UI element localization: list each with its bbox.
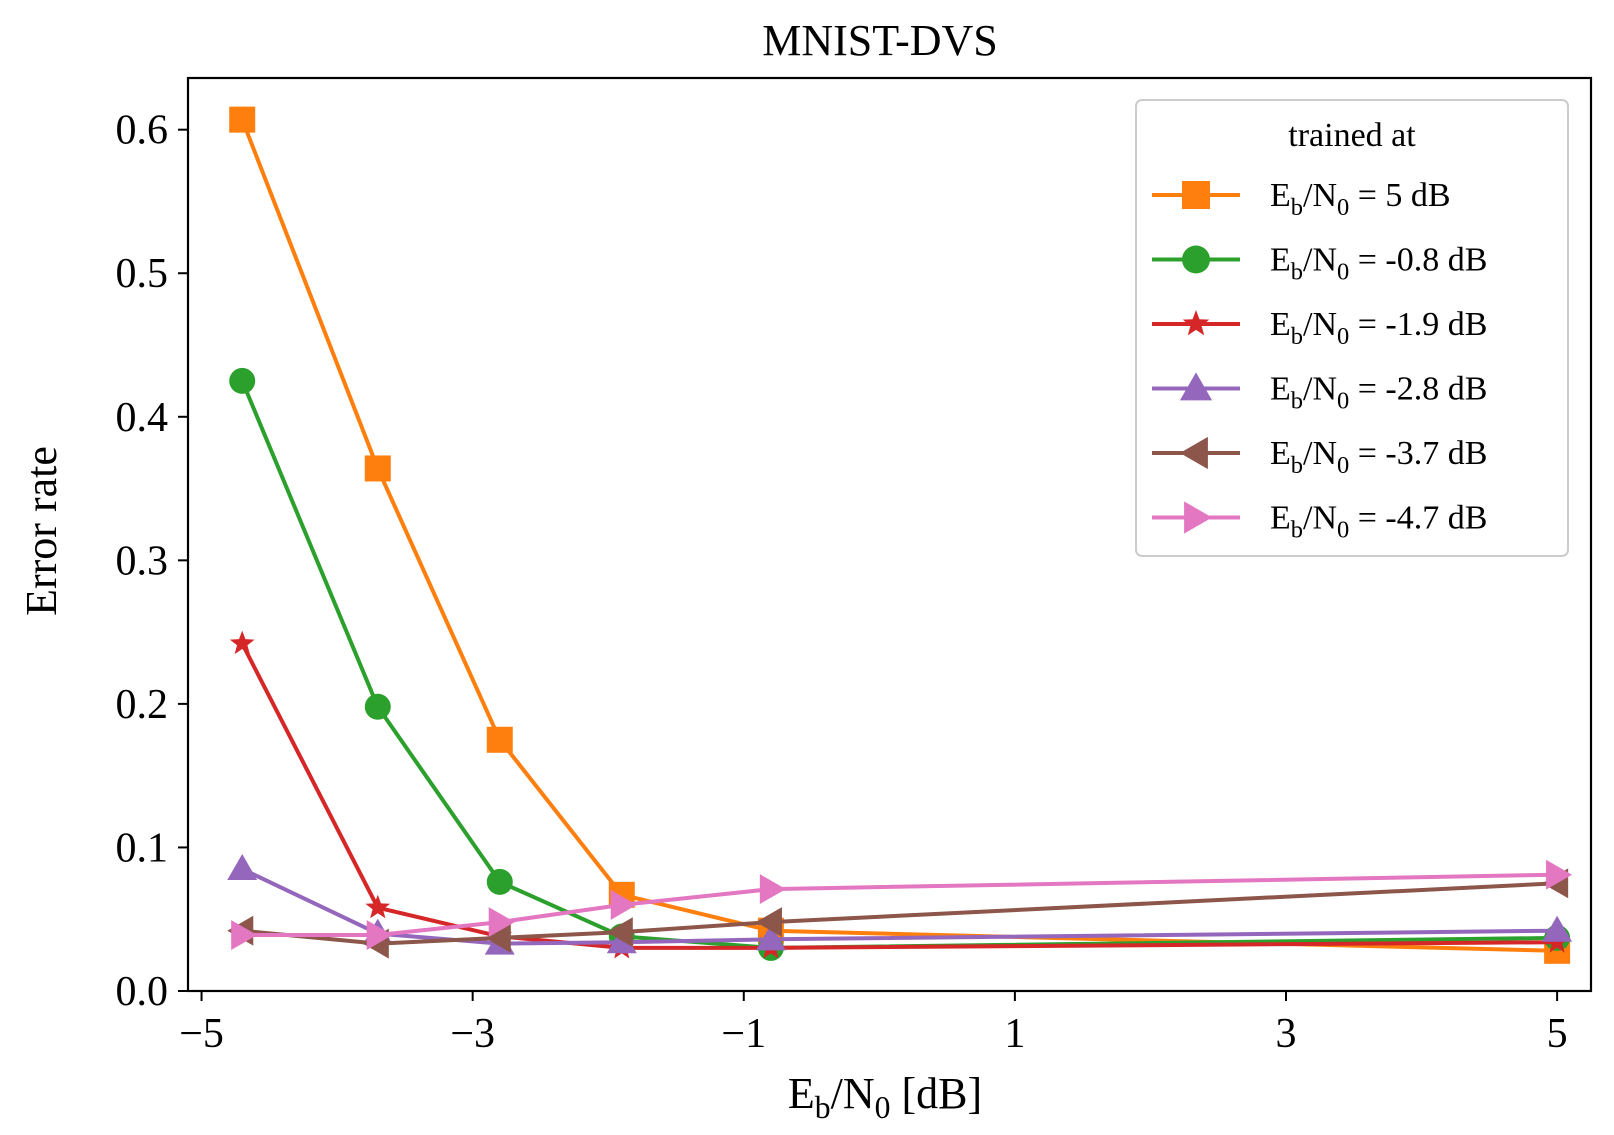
x-tick-label: −3 bbox=[450, 1011, 495, 1057]
legend-label: Eb/N0 = -4.7 dB bbox=[1270, 500, 1487, 544]
y-axis-label: Error rate bbox=[17, 446, 66, 616]
data-point bbox=[486, 726, 513, 753]
series-line bbox=[240, 118, 1558, 953]
data-point bbox=[229, 630, 255, 655]
legend-entry: Eb/N0 = -3.7 dB bbox=[1152, 435, 1487, 479]
legend-marker bbox=[1184, 501, 1213, 534]
data-point bbox=[755, 907, 782, 938]
legend-label: Eb/N0 = -3.7 dB bbox=[1270, 435, 1487, 479]
data-point bbox=[1542, 915, 1573, 942]
legend-entry: Eb/N0 = -0.8 dB bbox=[1152, 242, 1487, 286]
legend-box bbox=[1135, 99, 1569, 557]
x-tick-label: −5 bbox=[179, 1011, 224, 1057]
chart-title: MNIST-DVS bbox=[762, 16, 998, 65]
y-tick-label: 0.2 bbox=[116, 682, 169, 728]
legend-label: Eb/N0 = 5 dB bbox=[1270, 177, 1451, 221]
svg-text:Error rate: Error rate bbox=[17, 446, 66, 616]
legend-entry: Eb/N0 = -1.9 dB bbox=[1152, 306, 1487, 350]
y-tick-label: 0.0 bbox=[116, 969, 169, 1015]
legend-label: Eb/N0 = -1.9 dB bbox=[1270, 306, 1487, 350]
y-tick-label: 0.1 bbox=[116, 825, 169, 871]
x-tick-label: −1 bbox=[721, 1011, 766, 1057]
legend-title: trained at bbox=[1288, 117, 1416, 154]
y-tick-label: 0.5 bbox=[116, 251, 169, 297]
series-line bbox=[242, 872, 1558, 937]
data-point bbox=[486, 868, 513, 895]
x-tick-label: 1 bbox=[1004, 1011, 1025, 1057]
data-point bbox=[610, 889, 637, 920]
y-tick-label: 0.4 bbox=[116, 395, 169, 441]
axis-ticks: −5 −3 −1 1 3 5 0.0 0.1 0.2 0.3 0.4 0.5 0.6 bbox=[116, 108, 1568, 1057]
legend-label: Eb/N0 = -2.8 dB bbox=[1270, 371, 1487, 415]
legend-marker bbox=[1182, 181, 1210, 209]
legend-entry: Eb/N0 = -4.7 dB bbox=[1152, 500, 1487, 544]
series bbox=[231, 859, 1573, 950]
data-point bbox=[759, 874, 786, 905]
x-tick-label: 5 bbox=[1547, 1011, 1568, 1057]
series-layer bbox=[227, 106, 1573, 964]
x-axis-label: Eb/N0 [dB] bbox=[788, 1069, 982, 1125]
data-point bbox=[606, 917, 633, 948]
legend-marker bbox=[1179, 436, 1208, 470]
legend: trained at Eb/N0 = 5 dB Eb/N0 = -0.8 dB Eb/… bbox=[1135, 99, 1569, 557]
data-point bbox=[231, 920, 258, 950]
x-tick-label: 3 bbox=[1276, 1011, 1297, 1057]
y-tick-label: 0.3 bbox=[116, 538, 169, 584]
data-point bbox=[488, 907, 515, 938]
data-point bbox=[364, 693, 391, 720]
data-point bbox=[229, 106, 256, 133]
data-point bbox=[229, 367, 256, 394]
legend-marker bbox=[1182, 310, 1210, 336]
series bbox=[229, 630, 1570, 959]
data-point bbox=[364, 455, 391, 482]
series-line bbox=[241, 867, 1558, 946]
data-point bbox=[366, 920, 393, 950]
y-tick-label: 0.6 bbox=[116, 108, 169, 154]
data-point bbox=[755, 924, 786, 951]
series-line bbox=[242, 881, 1558, 946]
data-point bbox=[227, 854, 258, 881]
data-point bbox=[1546, 859, 1573, 890]
legend-entry: Eb/N0 = -2.8 dB bbox=[1152, 371, 1487, 415]
legend-marker bbox=[1179, 372, 1213, 401]
legend-marker bbox=[1182, 245, 1210, 274]
legend-label: Eb/N0 = -0.8 dB bbox=[1270, 242, 1487, 286]
data-point bbox=[484, 922, 511, 953]
plot-frame bbox=[186, 76, 1593, 993]
data-point bbox=[365, 894, 391, 919]
legend-entry: Eb/N0 = 5 dB bbox=[1152, 177, 1451, 221]
